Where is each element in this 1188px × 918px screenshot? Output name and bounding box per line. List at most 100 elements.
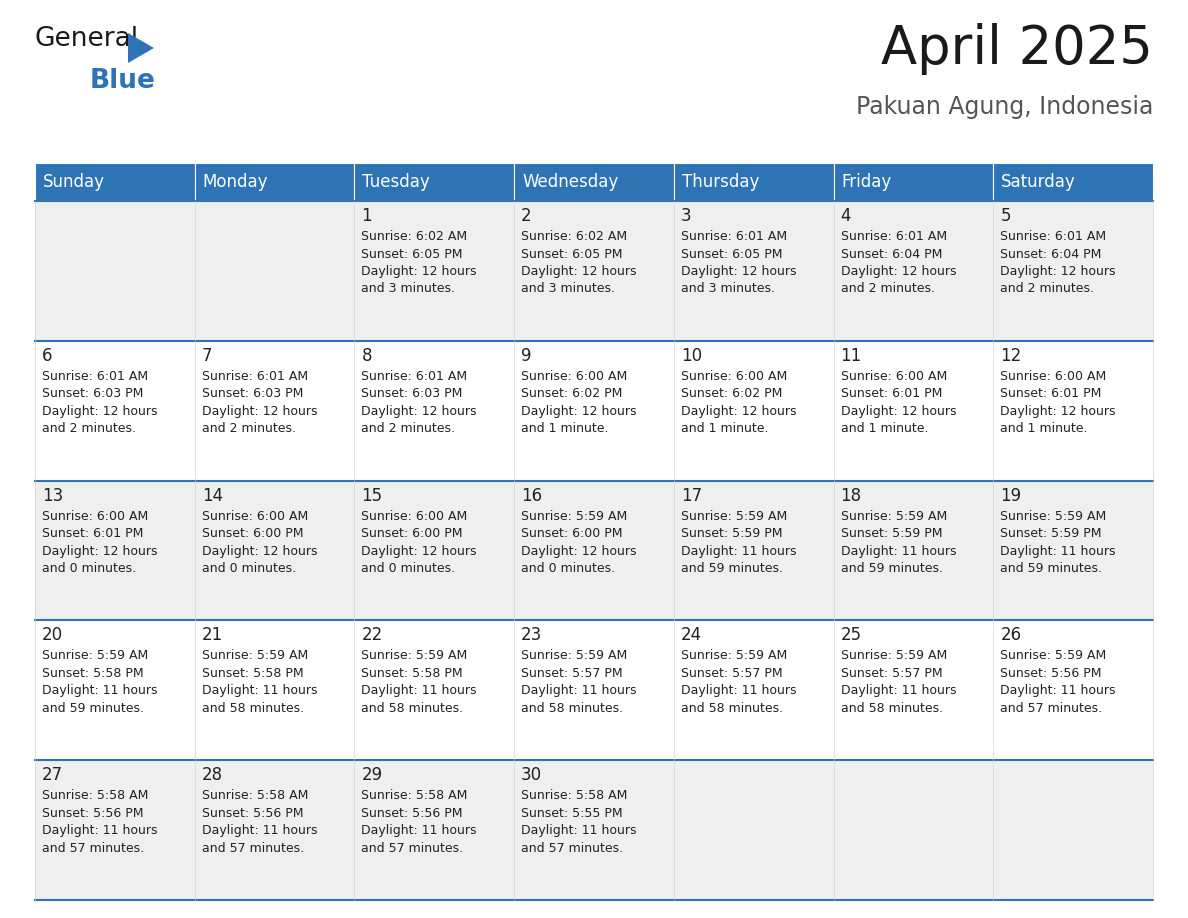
Text: and 1 minute.: and 1 minute.: [841, 422, 928, 435]
Bar: [993, 341, 1154, 481]
Text: Sunrise: 5:59 AM: Sunrise: 5:59 AM: [681, 509, 788, 522]
Text: Daylight: 12 hours: Daylight: 12 hours: [361, 265, 476, 278]
Text: Sunset: 6:00 PM: Sunset: 6:00 PM: [522, 527, 623, 540]
Text: and 58 minutes.: and 58 minutes.: [681, 702, 783, 715]
Text: and 58 minutes.: and 58 minutes.: [361, 702, 463, 715]
Text: 14: 14: [202, 487, 223, 505]
Text: 30: 30: [522, 767, 542, 784]
Bar: [834, 341, 993, 481]
Text: Daylight: 11 hours: Daylight: 11 hours: [202, 685, 317, 698]
Bar: [834, 163, 993, 201]
Text: Sunday: Sunday: [43, 173, 105, 191]
Text: Sunrise: 6:00 AM: Sunrise: 6:00 AM: [1000, 370, 1106, 383]
Bar: [34, 621, 195, 760]
Bar: [993, 481, 1154, 621]
Text: Sunrise: 5:58 AM: Sunrise: 5:58 AM: [202, 789, 308, 802]
Text: Sunset: 5:59 PM: Sunset: 5:59 PM: [1000, 527, 1101, 540]
Text: Sunrise: 6:00 AM: Sunrise: 6:00 AM: [841, 370, 947, 383]
Text: and 57 minutes.: and 57 minutes.: [1000, 702, 1102, 715]
Text: and 1 minute.: and 1 minute.: [522, 422, 608, 435]
Text: Sunrise: 6:02 AM: Sunrise: 6:02 AM: [361, 230, 468, 243]
Text: Daylight: 11 hours: Daylight: 11 hours: [522, 824, 637, 837]
Text: 27: 27: [42, 767, 63, 784]
Bar: [195, 481, 354, 621]
Text: Sunset: 6:00 PM: Sunset: 6:00 PM: [202, 527, 303, 540]
Text: and 57 minutes.: and 57 minutes.: [202, 842, 304, 855]
Text: Sunset: 6:00 PM: Sunset: 6:00 PM: [361, 527, 463, 540]
Text: and 0 minutes.: and 0 minutes.: [522, 562, 615, 575]
Text: and 0 minutes.: and 0 minutes.: [202, 562, 296, 575]
Text: Sunrise: 5:59 AM: Sunrise: 5:59 AM: [841, 509, 947, 522]
Text: Sunset: 5:58 PM: Sunset: 5:58 PM: [361, 666, 463, 680]
Text: Sunrise: 6:01 AM: Sunrise: 6:01 AM: [202, 370, 308, 383]
Text: and 2 minutes.: and 2 minutes.: [361, 422, 455, 435]
Text: and 57 minutes.: and 57 minutes.: [361, 842, 463, 855]
Text: 4: 4: [841, 207, 851, 225]
Text: Friday: Friday: [841, 173, 892, 191]
Text: Sunrise: 5:58 AM: Sunrise: 5:58 AM: [522, 789, 627, 802]
Text: Blue: Blue: [90, 68, 156, 94]
Bar: [514, 760, 674, 900]
Text: Sunrise: 6:01 AM: Sunrise: 6:01 AM: [361, 370, 468, 383]
Bar: [354, 481, 514, 621]
Bar: [993, 621, 1154, 760]
Bar: [34, 341, 195, 481]
Text: Daylight: 12 hours: Daylight: 12 hours: [681, 405, 796, 418]
Text: and 59 minutes.: and 59 minutes.: [681, 562, 783, 575]
Bar: [514, 341, 674, 481]
Text: Daylight: 11 hours: Daylight: 11 hours: [361, 685, 476, 698]
Text: Sunset: 6:02 PM: Sunset: 6:02 PM: [681, 387, 782, 400]
Text: 24: 24: [681, 626, 702, 644]
Text: Daylight: 12 hours: Daylight: 12 hours: [1000, 265, 1116, 278]
Text: Daylight: 12 hours: Daylight: 12 hours: [202, 405, 317, 418]
Text: 12: 12: [1000, 347, 1022, 364]
Polygon shape: [128, 33, 154, 63]
Text: Sunrise: 5:59 AM: Sunrise: 5:59 AM: [202, 649, 308, 663]
Text: Sunrise: 6:01 AM: Sunrise: 6:01 AM: [841, 230, 947, 243]
Text: and 57 minutes.: and 57 minutes.: [522, 842, 624, 855]
Text: Sunrise: 6:02 AM: Sunrise: 6:02 AM: [522, 230, 627, 243]
Text: 17: 17: [681, 487, 702, 505]
Text: Daylight: 12 hours: Daylight: 12 hours: [361, 405, 476, 418]
Text: Sunset: 5:58 PM: Sunset: 5:58 PM: [202, 666, 303, 680]
Text: and 59 minutes.: and 59 minutes.: [841, 562, 942, 575]
Text: Sunrise: 6:00 AM: Sunrise: 6:00 AM: [681, 370, 788, 383]
Text: Sunset: 5:57 PM: Sunset: 5:57 PM: [841, 666, 942, 680]
Text: Sunset: 6:02 PM: Sunset: 6:02 PM: [522, 387, 623, 400]
Text: and 59 minutes.: and 59 minutes.: [1000, 562, 1102, 575]
Text: and 58 minutes.: and 58 minutes.: [841, 702, 943, 715]
Text: 3: 3: [681, 207, 691, 225]
Text: Sunrise: 6:01 AM: Sunrise: 6:01 AM: [681, 230, 786, 243]
Text: and 57 minutes.: and 57 minutes.: [42, 842, 144, 855]
Text: Daylight: 12 hours: Daylight: 12 hours: [681, 265, 796, 278]
Text: 13: 13: [42, 487, 63, 505]
Text: and 3 minutes.: and 3 minutes.: [681, 283, 775, 296]
Bar: [674, 481, 834, 621]
Text: 9: 9: [522, 347, 532, 364]
Text: and 0 minutes.: and 0 minutes.: [42, 562, 137, 575]
Text: Sunrise: 6:01 AM: Sunrise: 6:01 AM: [42, 370, 148, 383]
Bar: [674, 201, 834, 341]
Text: Sunset: 6:05 PM: Sunset: 6:05 PM: [681, 248, 783, 261]
Text: Wednesday: Wednesday: [523, 173, 619, 191]
Text: Sunset: 6:03 PM: Sunset: 6:03 PM: [42, 387, 144, 400]
Text: Daylight: 11 hours: Daylight: 11 hours: [42, 824, 158, 837]
Bar: [834, 481, 993, 621]
Text: Sunset: 5:57 PM: Sunset: 5:57 PM: [522, 666, 623, 680]
Text: Sunset: 6:01 PM: Sunset: 6:01 PM: [1000, 387, 1101, 400]
Bar: [34, 163, 195, 201]
Text: Sunset: 6:01 PM: Sunset: 6:01 PM: [841, 387, 942, 400]
Text: April 2025: April 2025: [881, 23, 1154, 75]
Text: and 1 minute.: and 1 minute.: [681, 422, 769, 435]
Text: Sunset: 5:57 PM: Sunset: 5:57 PM: [681, 666, 783, 680]
Bar: [354, 163, 514, 201]
Text: and 58 minutes.: and 58 minutes.: [202, 702, 304, 715]
Text: 19: 19: [1000, 487, 1022, 505]
Bar: [993, 760, 1154, 900]
Text: Sunset: 6:05 PM: Sunset: 6:05 PM: [522, 248, 623, 261]
Bar: [674, 341, 834, 481]
Text: 8: 8: [361, 347, 372, 364]
Text: Sunset: 5:58 PM: Sunset: 5:58 PM: [42, 666, 144, 680]
Text: Daylight: 12 hours: Daylight: 12 hours: [202, 544, 317, 557]
Text: Sunrise: 5:58 AM: Sunrise: 5:58 AM: [42, 789, 148, 802]
